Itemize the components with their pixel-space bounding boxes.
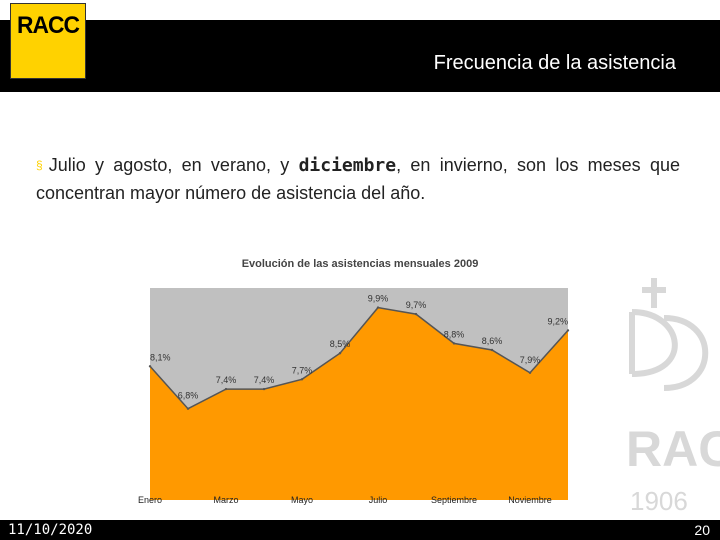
page-number: 20: [694, 522, 710, 538]
x-tick-enero: Enero: [138, 495, 162, 505]
watermark-year: 1906: [630, 486, 688, 516]
data-label-enero: 8,1%: [150, 352, 171, 362]
racc-watermark: RACC 1906: [624, 278, 720, 518]
header-bar: [0, 20, 720, 92]
data-point-julio: [376, 306, 380, 309]
data-point-septiembre: [452, 342, 456, 345]
area-chart: Evolución de las asistencias mensuales 2…: [138, 258, 570, 505]
series-line: [149, 306, 569, 410]
x-tick-marzo: Marzo: [213, 495, 238, 505]
data-point-abril: [262, 387, 266, 391]
text-before: Julio y agosto, en verano, y: [48, 155, 299, 175]
bullet-paragraph: § Julio y agosto, en verano, y diciembre,…: [36, 152, 680, 206]
data-label-abril: 7,4%: [254, 375, 275, 385]
data-point-mayo: [300, 378, 304, 381]
data-label-octubre: 8,6%: [482, 336, 503, 346]
data-point-noviembre: [528, 371, 532, 374]
bullet-icon: §: [36, 158, 43, 172]
area-series: [150, 307, 568, 500]
data-point-octubre: [490, 348, 494, 352]
slide-title: Frecuencia de la asistencia: [433, 52, 676, 74]
chart-title: Evolución de las asistencias mensuales 2…: [242, 258, 479, 270]
data-label-julio: 9,9%: [368, 294, 389, 304]
racc-logo: RACC: [10, 3, 86, 79]
footer-bar: 11/10/2020 20: [0, 520, 720, 540]
data-label-agosto: 9,7%: [406, 300, 427, 310]
x-tick-septiembre: Septiembre: [431, 495, 477, 505]
x-tick-julio: Julio: [369, 495, 388, 505]
footer-date: 11/10/2020: [8, 522, 93, 538]
data-point-enero: [148, 365, 152, 368]
data-point-agosto: [414, 312, 418, 316]
text-after: , en invierno, son los meses que concent…: [36, 155, 680, 203]
watermark-text: RACC: [626, 421, 720, 477]
data-label-diciembre: 9,2%: [547, 316, 568, 326]
x-tick-noviembre: Noviembre: [508, 495, 552, 505]
data-label-junio: 8,5%: [330, 339, 351, 349]
data-point-marzo: [224, 387, 228, 391]
data-point-junio: [338, 352, 342, 355]
data-label-marzo: 7,4%: [216, 375, 237, 385]
data-label-noviembre: 7,9%: [520, 355, 541, 365]
data-label-septiembre: 8,8%: [444, 329, 465, 339]
x-tick-mayo: Mayo: [291, 495, 313, 505]
data-label-mayo: 7,7%: [292, 365, 313, 375]
data-label-febrero: 6,8%: [178, 391, 199, 401]
text-bold: diciembre: [298, 155, 397, 176]
data-point-diciembre: [566, 329, 570, 332]
data-point-febrero: [186, 407, 190, 410]
logo-text: RACC: [17, 12, 80, 39]
chart-container: Evolución de las asistencias mensuales 2…: [0, 240, 720, 520]
